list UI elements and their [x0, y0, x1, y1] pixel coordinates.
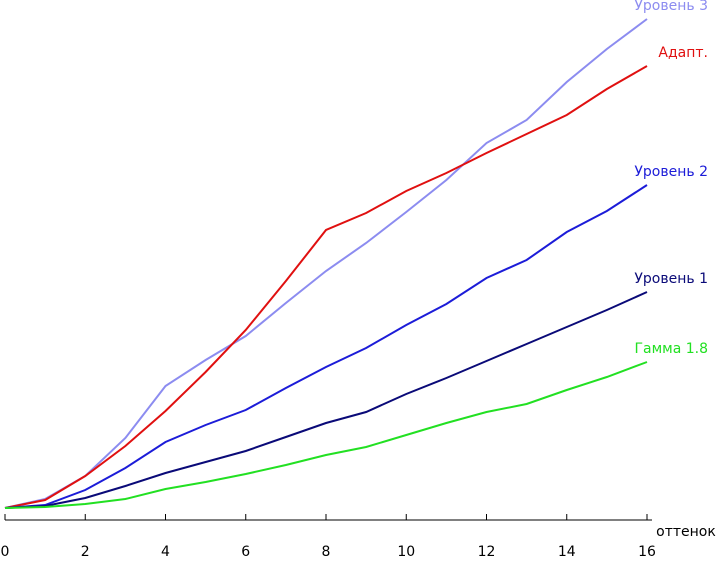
series-line	[4, 361, 648, 509]
x-tick-label: 10	[397, 544, 415, 560]
x-tick-label: 12	[478, 544, 496, 560]
series-line	[4, 65, 648, 509]
x-tick-label: 2	[81, 544, 90, 560]
x-tick-label: 6	[241, 544, 250, 560]
x-tick-label: 8	[322, 544, 331, 560]
series-label: Уровень 2	[634, 164, 708, 180]
series-line	[4, 18, 648, 509]
series-label: Адапт.	[658, 45, 708, 61]
x-tick-label: 0	[1, 544, 10, 560]
series-label: Уровень 3	[634, 0, 708, 14]
series-label: Уровень 1	[634, 271, 708, 287]
x-tick-label: 16	[638, 544, 656, 560]
series-line	[4, 291, 648, 509]
series-line	[4, 184, 648, 509]
x-tick-label: 14	[558, 544, 576, 560]
series-label: Гамма 1.8	[634, 341, 708, 357]
x-tick-label: 4	[161, 544, 170, 560]
x-axis-label: оттенок	[656, 524, 716, 540]
